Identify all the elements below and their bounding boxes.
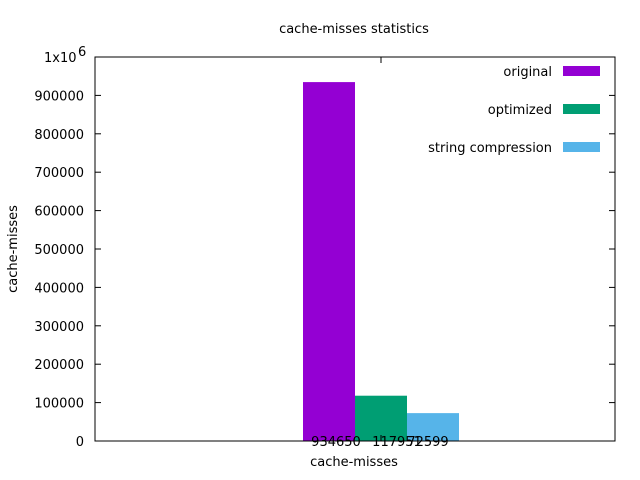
bar-optimized [355, 395, 407, 441]
y-top-label-exponent: 6 [78, 45, 86, 60]
y-tick-label: 400000 [34, 281, 84, 296]
data-label: 117951 [372, 435, 422, 450]
bar-original [303, 82, 355, 442]
y-tick-label: 200000 [34, 358, 84, 373]
data-label: 72599 [407, 435, 448, 450]
y-tick-label: 500000 [34, 243, 84, 258]
legend-label: optimized [488, 103, 552, 118]
y-tick-label: 600000 [34, 205, 84, 220]
y-tick-label: 900000 [34, 89, 84, 104]
y-tick-label: 0 [76, 435, 84, 450]
legend-swatch [563, 66, 600, 76]
legend: original optimized string compression [428, 65, 600, 156]
data-label: 934650 [311, 435, 361, 450]
y-top-label-base: 1x10 [44, 51, 77, 66]
chart-title: cache-misses statistics [279, 22, 429, 37]
legend-swatch [563, 142, 600, 152]
legend-label: string compression [428, 141, 552, 156]
y-top-label: 1x10 6 [44, 45, 86, 66]
legend-swatch [563, 104, 600, 114]
y-tick-label: 300000 [34, 320, 84, 335]
legend-label: original [503, 65, 552, 80]
x-axis-label: cache-misses [310, 455, 398, 470]
plot-area: 0 100000 200000 300000 400000 500000 600000 700… [34, 56, 616, 450]
bar-string-compression [407, 413, 459, 441]
y-tick-label: 100000 [34, 397, 84, 412]
y-tick-label: 800000 [34, 128, 84, 143]
y-axis-label: cache-misses [6, 205, 21, 293]
y-tick-label: 700000 [34, 166, 84, 181]
